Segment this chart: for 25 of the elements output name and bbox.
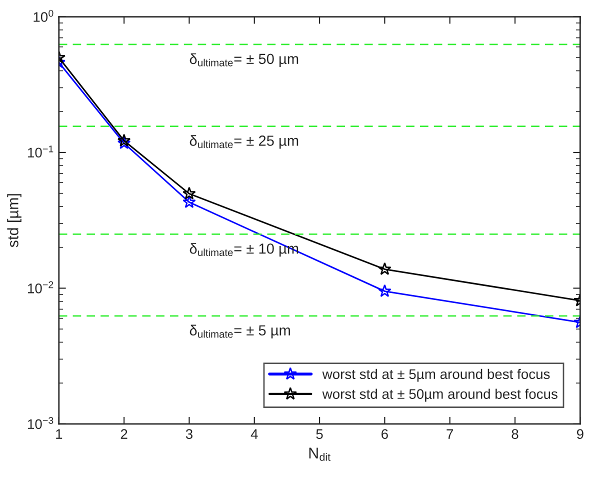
point [182,186,196,200]
point [182,195,196,208]
point [117,136,131,149]
legend-label: worst std at ± 5µm around best focus [322,368,550,382]
y-tick-label: 10$^{−2}$ [28,281,54,294]
x-tick-label: 4 [250,429,258,439]
y-axis-title: std [µm] [7,194,22,248]
x-tick-label: 9 [576,429,584,439]
x-tick-label: 3 [186,429,192,439]
ref-line-label: δ$_{ultimate}$= ± 50 µm [190,53,298,67]
y-tick-label: 10$^{0}$ [34,10,54,22]
y-tick-label: 10$^{−3}$ [28,417,54,430]
x-axis-title: N$_{dit}$ [309,448,330,461]
x-tick-label: 8 [512,429,518,439]
x-tick-label: 7 [446,429,454,439]
legend-label: worst std at ± 50µm around best focus [322,388,558,402]
ref-line-label: δ$_{ultimate}$= ± 25 µm [190,135,298,149]
point [117,134,131,147]
x-tick-label: 6 [382,429,388,439]
ref-line-label: δ$_{ultimate}$= ± 10 µm [190,243,298,257]
x-tick-label: 5 [316,429,323,439]
x-tick-label: 2 [120,429,128,439]
ref-line-label: δ$_{ultimate}$= ± 5 µm [190,324,290,338]
x-tick-label: 1 [56,429,62,439]
y-tick-label: 10$^{−1}$ [28,146,54,158]
